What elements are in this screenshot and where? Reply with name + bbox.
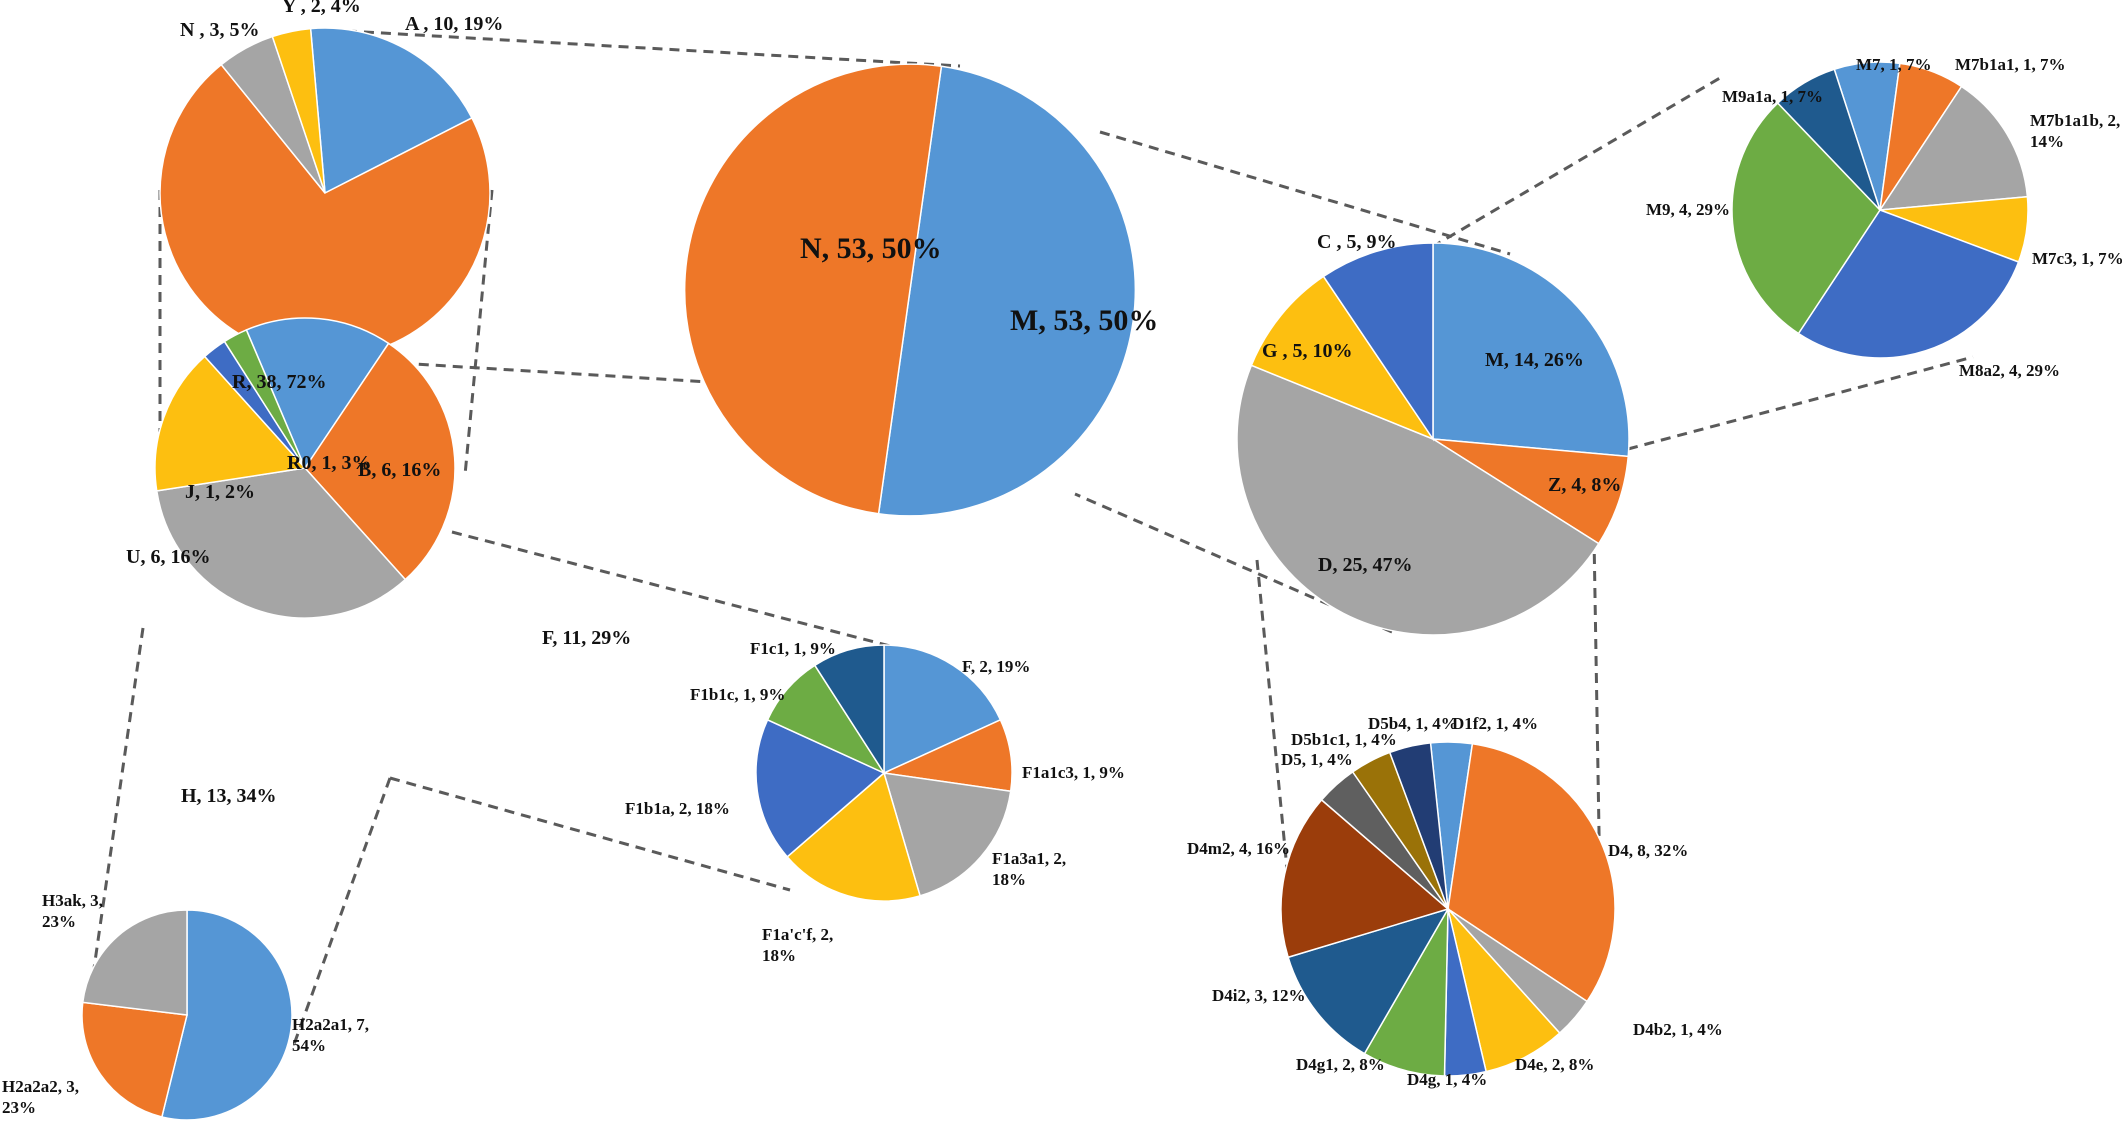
- slice-h-lineage-H3ak: [81, 909, 188, 1016]
- label-d-lineage-D4m2: D4m2, 4, 16%: [1187, 839, 1290, 858]
- label-m-lineage-D: D, 25, 47%: [1318, 554, 1412, 576]
- label-r-lineage-R0: R0, 1, 3%: [287, 452, 371, 474]
- slice-f-lineage-F: [883, 644, 1002, 775]
- slice-r-lineage-B: [245, 317, 390, 470]
- label-h-lineage-H2a2a2: H2a2a2, 3, 23%: [2, 1077, 79, 1117]
- slice-d-lineage-D4m2: [1280, 798, 1450, 959]
- label-f-lineage-F1acf: F1a'c'f, 2, 18%: [762, 925, 833, 965]
- label-f-lineage-F1a1c3: F1a1c3, 1, 9%: [1022, 763, 1125, 782]
- label-macro-nr-M: M, 53, 50%: [1010, 304, 1158, 337]
- slice-m-sub-lineage-M9a1a: [1776, 68, 1881, 211]
- label-d-lineage-D4i2: D4i2, 3, 12%: [1212, 986, 1306, 1005]
- connector-line-6: [463, 189, 494, 476]
- label-n-lineage-Y: Y , 2, 4%: [282, 0, 361, 17]
- connector-line-11: [1431, 73, 1726, 249]
- label-m-sub-lineage-M7c3: M7c3, 1, 7%: [2032, 249, 2124, 268]
- label-f-lineage-F1c1: F1c1, 1, 9%: [750, 639, 836, 658]
- slice-d-lineage-D4i2: [1287, 907, 1450, 1055]
- label-d-lineage-D4b2: D4b2, 1, 4%: [1633, 1020, 1723, 1039]
- pie-m-lineage: [1236, 242, 1630, 636]
- slice-d-lineage-D5b4: [1388, 742, 1449, 910]
- slice-f-lineage-F1acf: [786, 771, 921, 902]
- slice-r-lineage-R0: [223, 328, 306, 469]
- pie-macro-nr: [683, 63, 1137, 517]
- label-d-lineage-D4e: D4e, 2, 8%: [1515, 1055, 1594, 1074]
- label-n-lineage-R: R, 38, 72%: [232, 371, 326, 393]
- label-f-lineage-F1a3a1: F1a3a1, 2, 18%: [992, 849, 1066, 889]
- label-f-lineage-F1b1c: F1b1c, 1, 9%: [690, 685, 785, 704]
- slice-r-lineage-H: [155, 467, 407, 619]
- label-m-sub-lineage-M7b1a1b: M7b1a1b, 2, 14%: [2030, 111, 2120, 151]
- label-d-lineage-D5: D5, 1, 4%: [1281, 750, 1353, 769]
- pie-h-lineage: [81, 909, 293, 1121]
- connector-line-13: [1255, 559, 1292, 901]
- slice-m-lineage-M: [1432, 242, 1630, 458]
- pie-f-lineage: [755, 644, 1013, 902]
- connector-line-9: [86, 627, 145, 1011]
- label-n-lineage-A: A , 10, 19%: [405, 13, 503, 35]
- label-m-sub-lineage-M7b1a1: M7b1a1, 1, 7%: [1955, 55, 2066, 74]
- slice-n-lineage-Y: [271, 27, 326, 194]
- label-m-lineage-G: G , 5, 10%: [1262, 340, 1353, 362]
- connector-line-14: [1592, 536, 1602, 891]
- label-m-lineage-M: M, 14, 26%: [1485, 349, 1584, 371]
- slice-macro-nr-N: [683, 63, 943, 515]
- connector-line-8: [389, 776, 791, 892]
- label-m-lineage-Z: Z, 4, 8%: [1548, 474, 1621, 496]
- label-m-sub-lineage-M7: M7, 1, 7%: [1856, 55, 1932, 74]
- label-d-lineage-D5b4: D5b4, 1, 4%: [1368, 714, 1458, 733]
- label-r-lineage-J: J, 1, 2%: [185, 481, 255, 503]
- slice-h-lineage-H2a2a2: [81, 1001, 188, 1118]
- slice-m-lineage-G: [1250, 275, 1435, 441]
- label-r-lineage-H: H, 13, 34%: [181, 785, 277, 807]
- label-r-lineage-U: U, 6, 16%: [126, 546, 210, 568]
- slice-macro-nr-M: [877, 65, 1137, 517]
- label-d-lineage-D4g: D4g, 1, 4%: [1407, 1070, 1487, 1089]
- slice-m-sub-lineage-M9: [1731, 101, 1881, 335]
- connector-line-12: [1627, 355, 1974, 451]
- label-r-lineage-B: B, 6, 16%: [358, 459, 441, 481]
- pie-m-sub-lineage: [1731, 61, 2029, 359]
- label-m-lineage-C: C , 5, 9%: [1317, 231, 1396, 253]
- label-m-sub-lineage-M8a2: M8a2, 4, 29%: [1959, 361, 2060, 380]
- connector-line-3: [1099, 130, 1511, 256]
- pie-d-lineage: [1280, 741, 1616, 1077]
- label-m-sub-lineage-M9: M9, 4, 29%: [1646, 200, 1730, 219]
- label-n-lineage-N: N , 3, 5%: [180, 19, 259, 41]
- slice-m-lineage-D: [1236, 364, 1600, 636]
- slice-f-lineage-F1b1a: [755, 718, 886, 858]
- connector-line-7: [451, 530, 891, 648]
- label-h-lineage-H2a2a1: H2a2a1, 7, 54%: [292, 1015, 369, 1055]
- slice-h-lineage-H2a2a1: [160, 909, 293, 1121]
- label-f-lineage-F1b1a: F1b1a, 2, 18%: [625, 799, 730, 818]
- slice-r-lineage-U: [154, 355, 307, 492]
- label-m-sub-lineage-M9a1a: M9a1a, 1, 7%: [1722, 87, 1823, 106]
- label-r-lineage-F: F, 11, 29%: [542, 627, 631, 649]
- slice-m-lineage-C: [1322, 242, 1434, 442]
- pie-r-lineage: [154, 317, 456, 619]
- pie-n-lineage: [159, 27, 491, 359]
- label-f-lineage-F: F, 2, 19%: [962, 657, 1030, 676]
- slice-n-lineage-A: [309, 27, 473, 195]
- connector-line-1: [329, 28, 961, 68]
- label-d-lineage-D1f2: D1f2, 1, 4%: [1452, 714, 1538, 733]
- label-d-lineage-D4g1: D4g1, 2, 8%: [1296, 1055, 1385, 1074]
- pie-charts: [81, 27, 2029, 1121]
- slice-f-lineage-F1a3a1: [882, 772, 1012, 897]
- label-d-lineage-D4: D4, 8, 32%: [1608, 841, 1688, 860]
- slice-m-sub-lineage-M7b1a1b: [1878, 85, 2029, 211]
- connector-line-10: [290, 777, 392, 1051]
- slice-f-lineage-F1c1: [813, 644, 885, 776]
- label-macro-nr-N: N, 53, 50%: [800, 232, 942, 265]
- slice-r-lineage-F: [304, 342, 456, 581]
- slice-d-lineage-D4: [1447, 742, 1616, 1003]
- slice-m-sub-lineage-M8a2: [1797, 209, 2020, 359]
- label-d-lineage-D5b1c1: D5b1c1, 1, 4%: [1291, 730, 1397, 749]
- label-h-lineage-H3ak: H3ak, 3, 23%: [42, 891, 103, 931]
